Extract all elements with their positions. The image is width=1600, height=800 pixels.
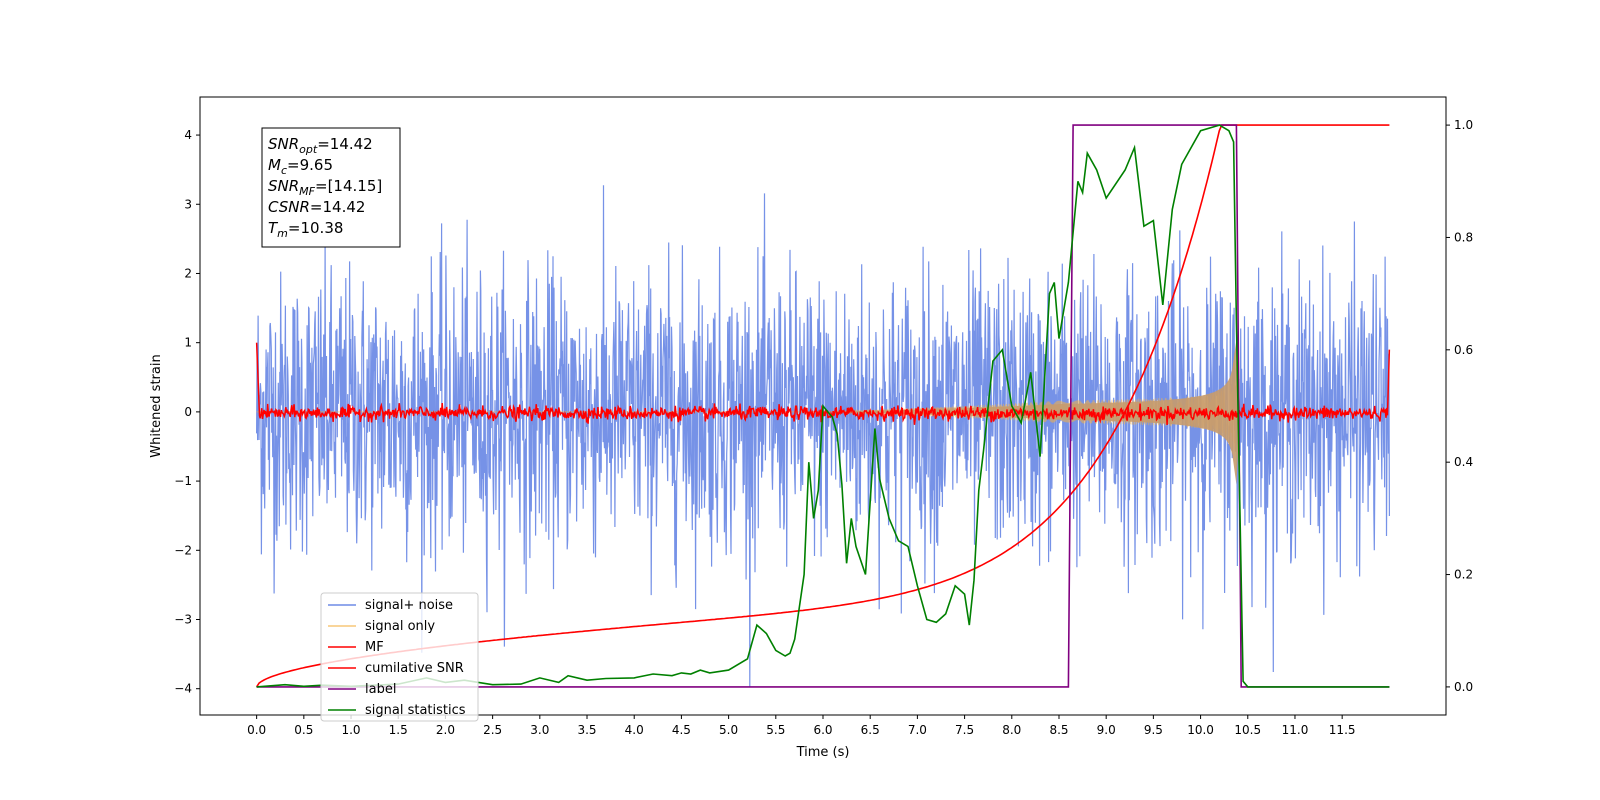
annotation-line: Mc=9.65 xyxy=(268,156,333,177)
x-tick-label: 6.0 xyxy=(813,723,832,737)
x-tick-label: 9.5 xyxy=(1144,723,1163,737)
x-tick-label: 3.0 xyxy=(530,723,549,737)
x-tick-label: 2.0 xyxy=(436,723,455,737)
y-right-tick-label: 0.8 xyxy=(1454,230,1473,244)
x-tick-label: 5.5 xyxy=(766,723,785,737)
x-tick-label: 0.5 xyxy=(294,723,313,737)
y-left-tick-label: −1 xyxy=(174,474,192,488)
x-tick-label: 3.5 xyxy=(577,723,596,737)
annotation-line: SNRMF=[14.15] xyxy=(268,177,382,198)
x-tick-label: 8.0 xyxy=(1002,723,1021,737)
x-tick-label: 6.5 xyxy=(861,723,880,737)
y-right-tick-label: 0.0 xyxy=(1454,680,1473,694)
series-mf xyxy=(255,342,1391,426)
series-layer xyxy=(255,124,1391,688)
y-right-tick-label: 0.2 xyxy=(1454,568,1473,582)
x-axis-label: Time (s) xyxy=(796,745,850,760)
y-left-tick-label: 4 xyxy=(184,128,192,142)
annotation-line: SNRopt=14.42 xyxy=(268,135,373,156)
legend-entry: cumilative SNR xyxy=(365,661,464,676)
legend-entry: signal statistics xyxy=(365,703,466,718)
x-tick-label: 2.5 xyxy=(483,723,502,737)
y-axis-left-ticks: −4 −3 −2 −1 0 1 2 3 4 xyxy=(174,128,200,696)
y-left-tick-label: −4 xyxy=(174,682,192,696)
legend-entry: MF xyxy=(365,640,384,655)
y-axis-right-ticks: 0.0 0.2 0.4 0.6 0.8 1.0 xyxy=(1446,118,1473,694)
y-right-tick-label: 0.6 xyxy=(1454,343,1473,357)
x-tick-label: 10.0 xyxy=(1187,723,1214,737)
x-tick-label: 5.0 xyxy=(719,723,738,737)
x-tick-label: 0.0 xyxy=(247,723,266,737)
x-tick-label: 8.5 xyxy=(1049,723,1068,737)
x-tick-label: 7.5 xyxy=(955,723,974,737)
y-left-tick-label: −2 xyxy=(174,543,192,557)
y-axis-label: Whitened strain xyxy=(149,354,164,457)
x-tick-label: 1.5 xyxy=(389,723,408,737)
legend-entry: signal only xyxy=(365,619,435,634)
legend-entry: signal+ noise xyxy=(365,598,453,613)
annotation-line: CSNR=14.42 xyxy=(268,198,365,216)
legend-frame xyxy=(320,592,479,722)
y-left-tick-label: −3 xyxy=(174,612,192,626)
legend: signal+ noise signal only MF cumilative SNR… xyxy=(320,592,479,722)
y-right-tick-label: 1.0 xyxy=(1454,118,1473,132)
x-tick-label: 10.5 xyxy=(1234,723,1261,737)
x-tick-label: 9.0 xyxy=(1097,723,1116,737)
annotation-frame xyxy=(261,127,401,248)
annotation-box: SNRopt=14.42Mc=9.65SNRMF=[14.15]CSNR=14.… xyxy=(261,127,401,248)
y-left-tick-label: 1 xyxy=(184,336,192,350)
x-tick-label: 11.0 xyxy=(1282,723,1309,737)
x-tick-label: 7.0 xyxy=(908,723,927,737)
legend-entry: label xyxy=(365,682,396,697)
y-left-tick-label: 3 xyxy=(184,197,192,211)
series-signal-statistics xyxy=(256,124,1390,688)
x-tick-label: 4.0 xyxy=(625,723,644,737)
y-left-tick-label: 2 xyxy=(184,266,192,280)
annotation-line: Tm=10.38 xyxy=(268,219,343,240)
x-tick-label: 1.0 xyxy=(341,723,360,737)
x-axis-ticks: 0.0 0.5 1.0 1.5 2.0 2.5 3.0 3.5 4.0 4.5 5.0 5.5 6.0 6… xyxy=(247,715,1356,737)
y-right-tick-label: 0.4 xyxy=(1454,455,1473,469)
x-tick-label: 11.5 xyxy=(1329,723,1356,737)
x-tick-label: 4.5 xyxy=(672,723,691,737)
y-left-tick-label: 0 xyxy=(184,405,192,419)
